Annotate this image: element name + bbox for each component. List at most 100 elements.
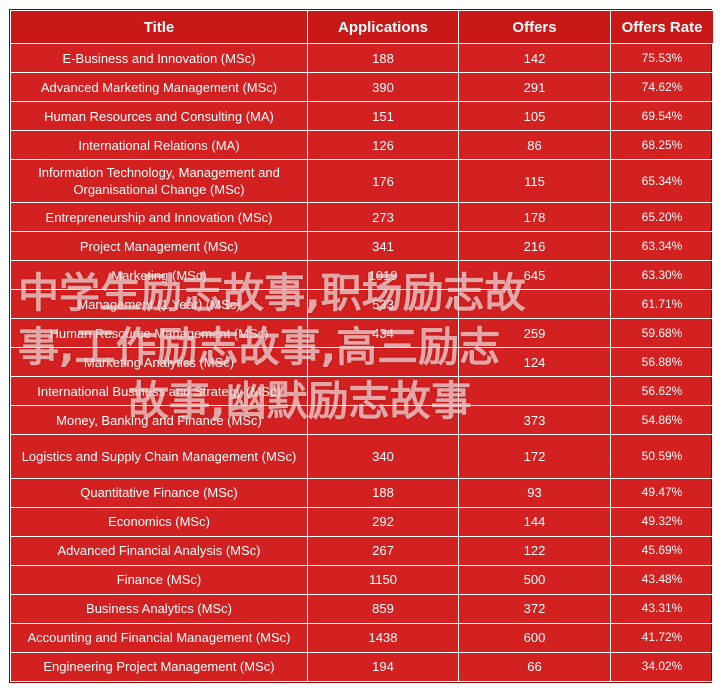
table-row: Advanced Marketing Management (MSc) 390 29…: [10, 72, 714, 103]
cell-offers-rate: 41.72%: [610, 622, 714, 653]
cell-offers: 373: [458, 405, 611, 436]
cell-offers: 500: [458, 564, 611, 595]
cell-title: Human Resource Management (MSc): [10, 318, 308, 349]
cell-offers-rate: 63.34%: [610, 231, 714, 262]
cell-offers-rate: 69.54%: [610, 101, 714, 132]
cell-offers-rate: 56.62%: [610, 376, 714, 407]
table-row: E-Business and Innovation (MSc) 188 142 75.…: [10, 42, 714, 74]
cell-title: Money, Banking and Finance (MSc): [10, 405, 308, 436]
cell-title: Quantitative Finance (MSc): [10, 477, 308, 508]
cell-title: Business Analytics (MSc): [10, 593, 308, 624]
cell-applications: 151: [307, 101, 459, 132]
cell-offers: 124: [458, 347, 611, 378]
header-offers-rate: Offers Rate: [610, 10, 714, 44]
cell-offers: 216: [458, 231, 611, 262]
offers-table-container: Title Applications Offers Offers Rate E-…: [9, 9, 714, 683]
cell-title: Economics (MSc): [10, 506, 308, 537]
cell-offers-rate: 61.71%: [610, 289, 714, 320]
cell-offers-rate: 59.68%: [610, 318, 714, 349]
table-row: Management (1 Year) (MSc) 533 61.71%: [10, 289, 714, 320]
cell-title: Marketing Analytics (MSc): [10, 347, 308, 378]
cell-title: E-Business and Innovation (MSc): [10, 42, 308, 74]
table-row: Entrepreneurship and Innovation (MSc) 273…: [10, 202, 714, 233]
cell-offers-rate: 56.88%: [610, 347, 714, 378]
cell-applications: 340: [307, 434, 459, 479]
header-applications: Applications: [307, 10, 459, 44]
cell-offers-rate: 54.86%: [610, 405, 714, 436]
cell-title: Entrepreneurship and Innovation (MSc): [10, 202, 308, 233]
cell-applications: 176: [307, 159, 459, 204]
cell-offers: [458, 376, 611, 407]
cell-offers-rate: 68.25%: [610, 130, 714, 161]
table-row: Logistics and Supply Chain Management (M…: [10, 434, 714, 479]
table-row: Human Resource Management (MSc) 434 259 59.…: [10, 318, 714, 349]
cell-offers-rate: 65.34%: [610, 159, 714, 204]
cell-applications: 188: [307, 42, 459, 74]
table-row: Finance (MSc) 1150 500 43.48%: [10, 564, 714, 595]
table-body: E-Business and Innovation (MSc) 188 142 75.…: [10, 42, 714, 683]
offers-table: Title Applications Offers Offers Rate E-…: [10, 10, 714, 683]
table-row: Marketing Analytics (MSc) 124 56.88%: [10, 347, 714, 378]
cell-offers-rate: 43.48%: [610, 564, 714, 595]
cell-applications: 434: [307, 318, 459, 349]
cell-applications: 859: [307, 593, 459, 624]
cell-offers: [458, 289, 611, 320]
cell-applications: 1150: [307, 564, 459, 595]
cell-applications: 267: [307, 535, 459, 566]
cell-applications: 126: [307, 130, 459, 161]
cell-offers-rate: 45.69%: [610, 535, 714, 566]
table-row: Accounting and Financial Management (MSc…: [10, 622, 714, 653]
cell-applications: 1019: [307, 260, 459, 291]
table-row: Engineering Project Management (MSc) 194 6…: [10, 651, 714, 683]
cell-title: Finance (MSc): [10, 564, 308, 595]
header-title: Title: [10, 10, 308, 44]
table-row: Quantitative Finance (MSc) 188 93 49.47%: [10, 477, 714, 508]
cell-offers: 291: [458, 72, 611, 103]
cell-offers: 178: [458, 202, 611, 233]
cell-title: Marketing (MSc): [10, 260, 308, 291]
cell-title: Advanced Marketing Management (MSc): [10, 72, 308, 103]
cell-applications: 390: [307, 72, 459, 103]
cell-title: Information Technology, Management and O…: [10, 159, 308, 204]
cell-offers: 372: [458, 593, 611, 624]
cell-offers: 86: [458, 130, 611, 161]
cell-offers: 172: [458, 434, 611, 479]
cell-applications: 341: [307, 231, 459, 262]
cell-applications: [307, 347, 459, 378]
cell-offers: 645: [458, 260, 611, 291]
cell-offers-rate: 43.31%: [610, 593, 714, 624]
cell-offers: 115: [458, 159, 611, 204]
cell-offers-rate: 49.47%: [610, 477, 714, 508]
cell-offers: 66: [458, 651, 611, 683]
table-row: Advanced Financial Analysis (MSc) 267 122 4…: [10, 535, 714, 566]
cell-title: Engineering Project Management (MSc): [10, 651, 308, 683]
cell-title: Project Management (MSc): [10, 231, 308, 262]
table-row: Project Management (MSc) 341 216 63.34%: [10, 231, 714, 262]
cell-applications: 292: [307, 506, 459, 537]
cell-title: Management (1 Year) (MSc): [10, 289, 308, 320]
cell-offers-rate: 34.02%: [610, 651, 714, 683]
cell-applications: [307, 405, 459, 436]
cell-offers-rate: 63.30%: [610, 260, 714, 291]
cell-applications: 194: [307, 651, 459, 683]
cell-offers: 122: [458, 535, 611, 566]
cell-title: Human Resources and Consulting (MA): [10, 101, 308, 132]
cell-offers-rate: 50.59%: [610, 434, 714, 479]
cell-offers-rate: 49.32%: [610, 506, 714, 537]
cell-offers: 600: [458, 622, 611, 653]
table-row: Money, Banking and Finance (MSc) 373 54.86…: [10, 405, 714, 436]
table-row: Information Technology, Management and O…: [10, 159, 714, 204]
table-row: Marketing (MSc) 1019 645 63.30%: [10, 260, 714, 291]
cell-applications: 273: [307, 202, 459, 233]
cell-offers: 105: [458, 101, 611, 132]
cell-title: Advanced Financial Analysis (MSc): [10, 535, 308, 566]
table-header-row: Title Applications Offers Offers Rate: [10, 10, 714, 44]
cell-applications: 1438: [307, 622, 459, 653]
cell-offers: 142: [458, 42, 611, 74]
cell-offers-rate: 74.62%: [610, 72, 714, 103]
table-row: Business Analytics (MSc) 859 372 43.31%: [10, 593, 714, 624]
table-row: International Relations (MA) 126 86 68.25%: [10, 130, 714, 161]
cell-title: Accounting and Financial Management (MSc…: [10, 622, 308, 653]
cell-offers: 144: [458, 506, 611, 537]
cell-title: International Business and Strategy (MSc…: [10, 376, 308, 407]
